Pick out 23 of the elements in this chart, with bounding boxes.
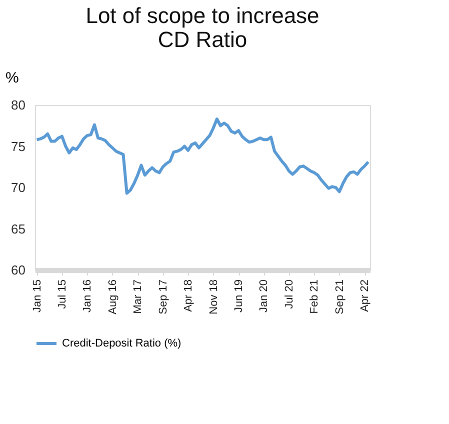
x-tick-label: Feb 21 — [308, 280, 321, 314]
y-tick-label: 60 — [11, 262, 26, 278]
x-tick-label: Jul 20 — [283, 280, 296, 309]
y-tick-label: 65 — [11, 221, 26, 236]
x-tick-label: Jan 16 — [82, 280, 94, 313]
x-tick-label: Jun 19 — [233, 280, 246, 313]
x-tick-label: Apr 18 — [182, 280, 195, 312]
x-tick-label: Jan 15 — [31, 280, 44, 313]
x-tick-label: Aug 16 — [106, 280, 119, 314]
y-tick-label: 80 — [11, 98, 26, 112]
line-series — [35, 118, 370, 195]
y-axis-title: % — [6, 70, 19, 86]
y-tick-label: 70 — [11, 180, 26, 195]
x-tick-label: Jan 20 — [258, 280, 270, 313]
legend-label: Credit-Deposit Ratio (%) — [62, 338, 182, 350]
x-tick-label: Mar 17 — [132, 280, 144, 314]
x-tick-label: Jul 15 — [56, 280, 69, 309]
x-tick-label: Nov 18 — [208, 280, 220, 314]
x-tick-label: Sep 17 — [157, 280, 170, 314]
x-tick-label: Sep 21 — [334, 280, 346, 314]
chart-title: Lot of scope to increase CD Ratio — [86, 3, 320, 52]
y-tick-label: 75 — [11, 138, 26, 154]
x-tick-label: Apr 22 — [359, 280, 372, 312]
